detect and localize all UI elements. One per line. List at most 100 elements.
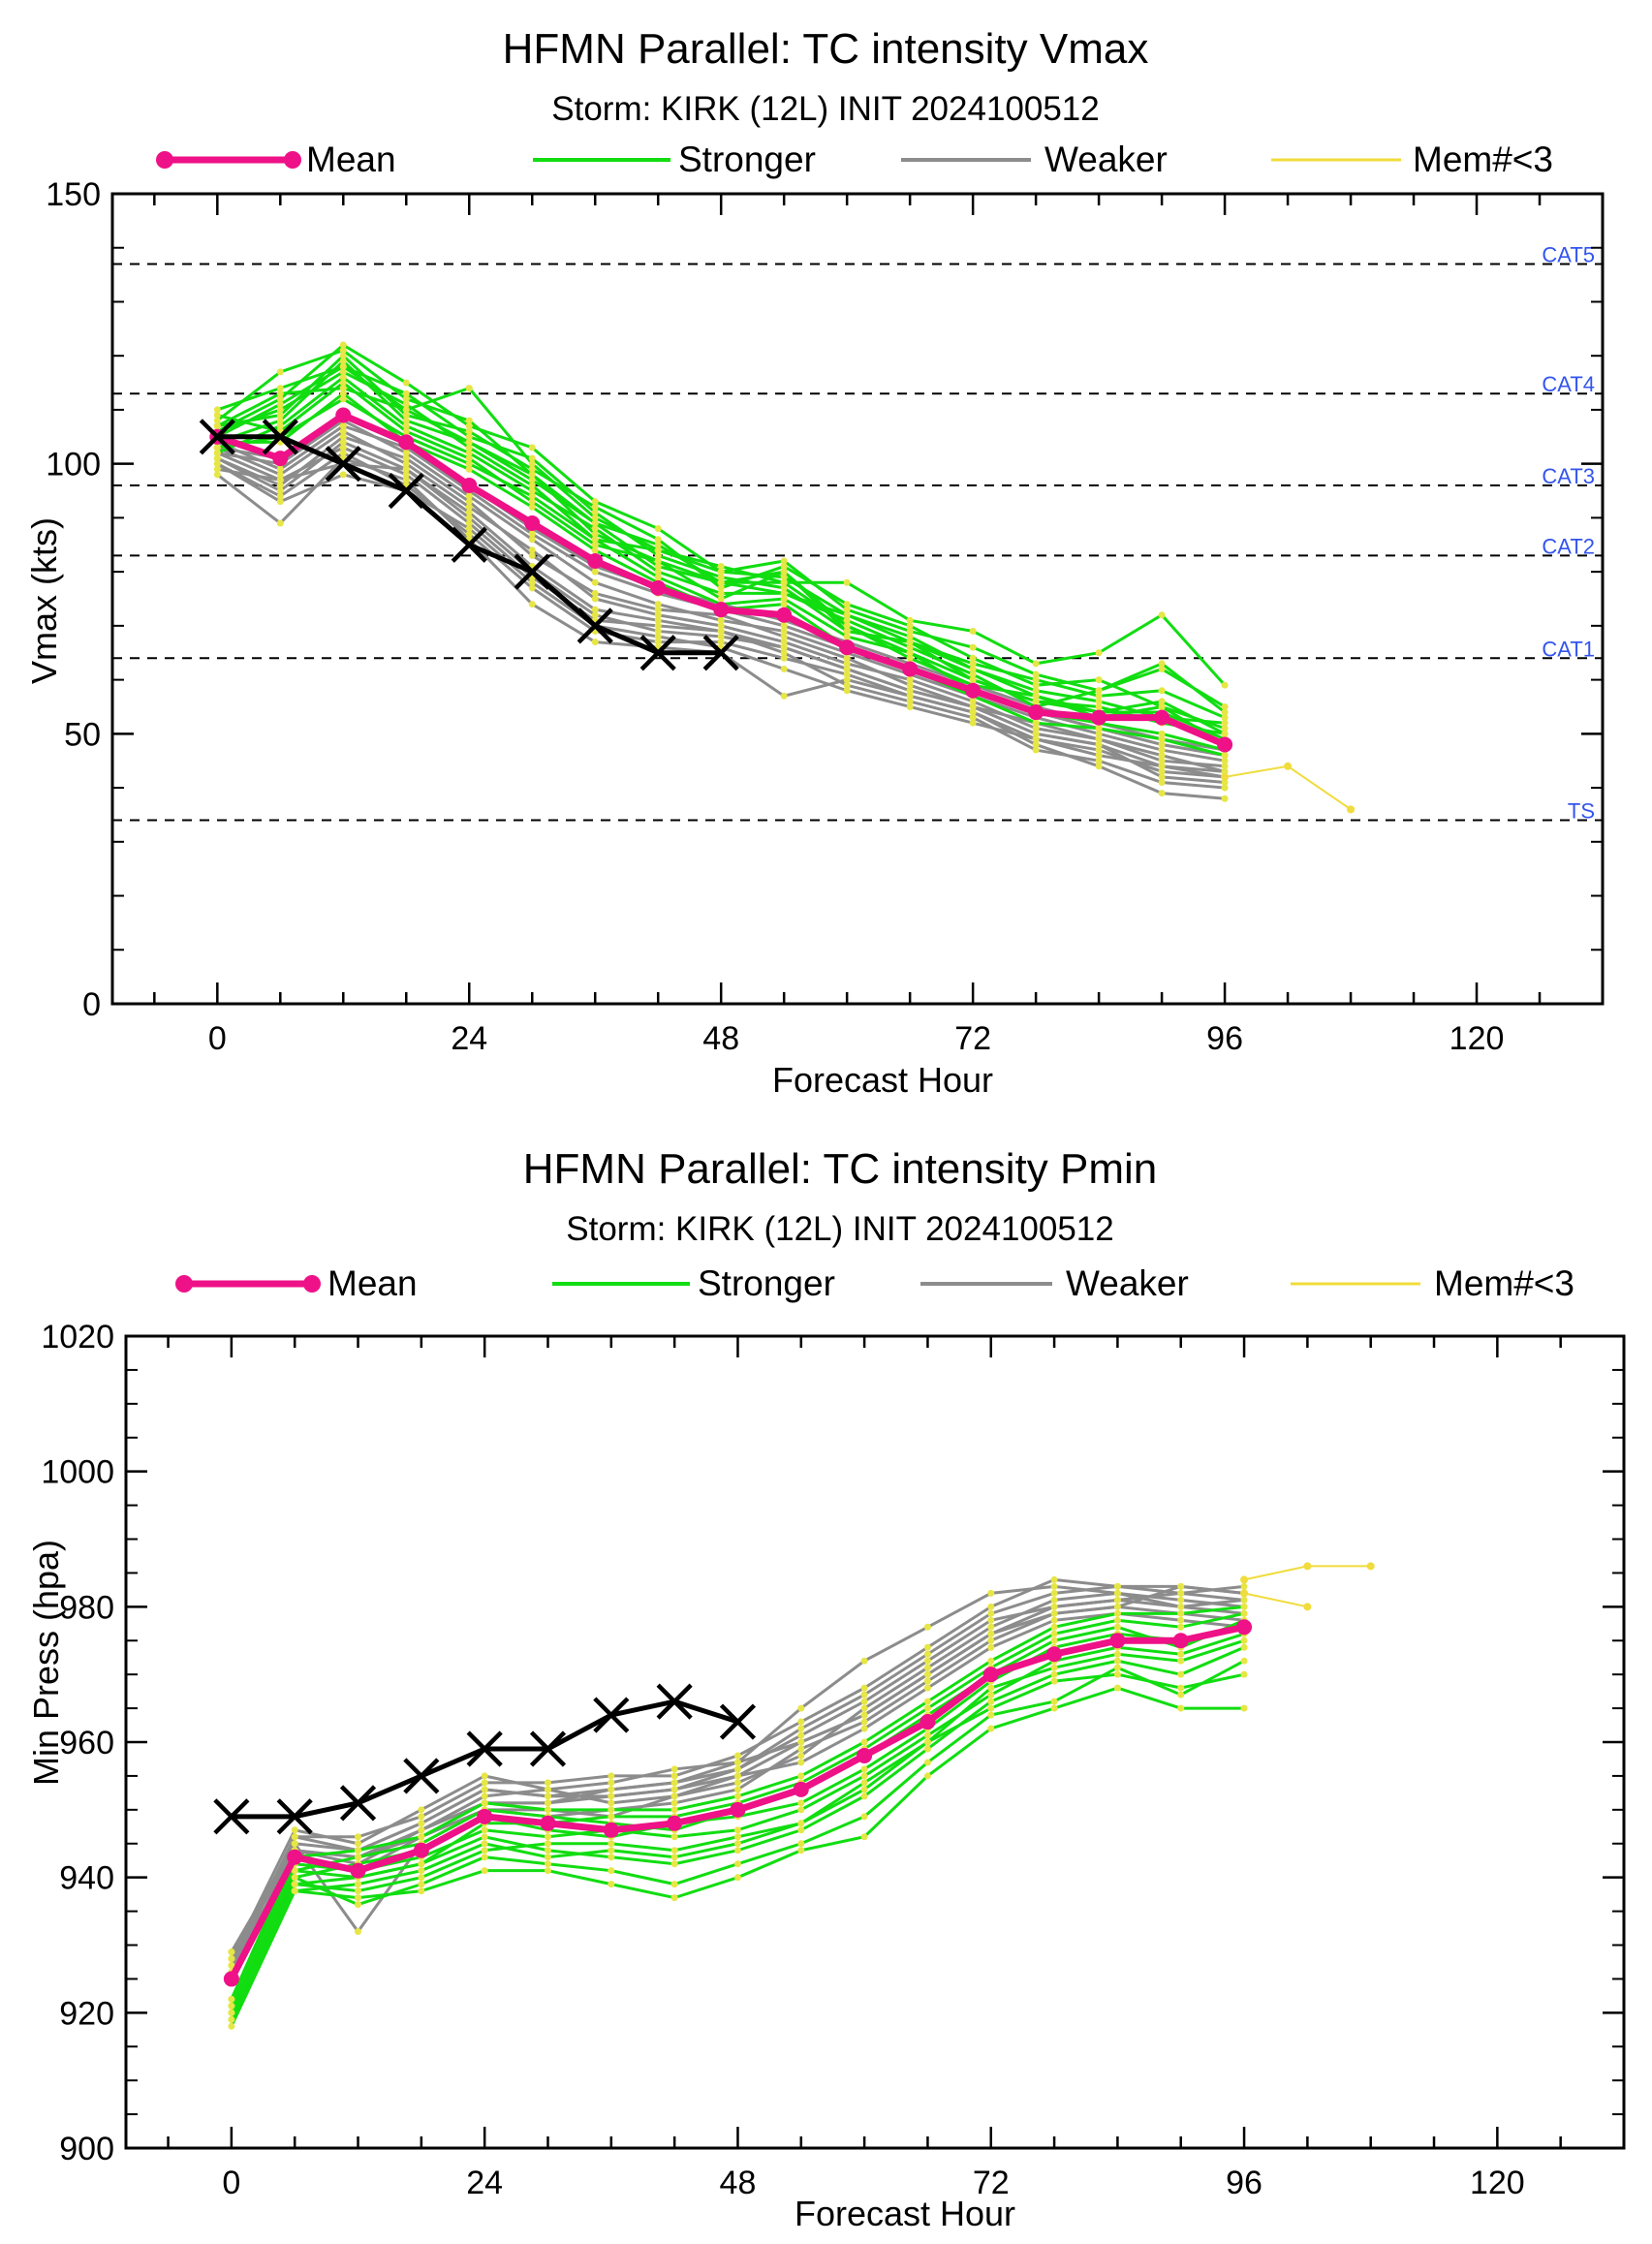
member-point — [843, 681, 851, 689]
member-point — [528, 460, 536, 468]
member-point — [733, 1779, 741, 1787]
stronger-member-line — [216, 348, 1226, 735]
legend-few-members-label: Mem#<3 — [1434, 1263, 1574, 1303]
member-point — [733, 1759, 741, 1766]
y-tick-label: 940 — [59, 1860, 114, 1897]
member-point — [591, 530, 599, 538]
member-point — [1240, 1603, 1248, 1610]
member-point — [654, 557, 662, 565]
member-point — [591, 639, 599, 646]
member-point — [1240, 1582, 1248, 1590]
member-point — [591, 589, 599, 597]
mean-point — [902, 661, 919, 677]
member-point — [1095, 698, 1103, 705]
member-point — [402, 390, 410, 397]
chart-title: HFMN Parallel: TC intensity Vmax — [503, 25, 1149, 73]
legend-weaker-label: Weaker — [1044, 140, 1168, 179]
member-point — [780, 665, 788, 672]
member-point — [987, 1636, 995, 1644]
member-point — [780, 643, 788, 651]
member-point — [923, 1664, 931, 1671]
observed-marker — [276, 1798, 313, 1835]
member-point — [591, 503, 599, 511]
x-tick-label: 120 — [1470, 2165, 1525, 2201]
mean-point — [920, 1714, 936, 1730]
member-point — [276, 368, 284, 376]
member-point — [1095, 687, 1103, 695]
member-point — [860, 1779, 868, 1787]
member-point — [733, 1826, 741, 1834]
member-point — [1050, 1575, 1058, 1583]
member-point — [670, 1881, 678, 1888]
member-point — [969, 676, 977, 684]
mean-point — [398, 434, 415, 451]
x-tick-label: 96 — [1206, 1020, 1243, 1057]
x-axis-label: Forecast Hour — [772, 1060, 993, 1100]
member-point — [355, 1881, 362, 1888]
member-point — [987, 1630, 995, 1637]
chart-legend: Mean Stronger Weaker Mem#<3 — [175, 1263, 1574, 1303]
member-point — [1240, 1643, 1248, 1651]
member-point — [860, 1698, 868, 1705]
member-point — [733, 1847, 741, 1854]
member-point — [923, 1684, 931, 1692]
member-point — [1032, 740, 1040, 748]
member-point — [1113, 1616, 1121, 1624]
member-point — [481, 1772, 488, 1780]
member-point — [987, 1603, 995, 1610]
member-point — [733, 1772, 741, 1780]
member-point — [860, 1833, 868, 1841]
member-point — [228, 2022, 235, 2030]
member-point — [1158, 740, 1166, 748]
member-point — [528, 454, 536, 462]
member-point — [276, 492, 284, 500]
member-point — [544, 1847, 551, 1854]
member-point — [843, 627, 851, 635]
member-point — [860, 1704, 868, 1712]
member-point — [418, 1881, 425, 1888]
member-point — [228, 2009, 235, 2016]
member-point — [465, 454, 473, 462]
member-point — [1050, 1664, 1058, 1671]
legend-mean-marker — [156, 151, 173, 169]
member-point — [402, 454, 410, 462]
member-point — [843, 606, 851, 613]
member-point — [1177, 1657, 1185, 1665]
member-point — [780, 595, 788, 603]
member-point — [608, 1840, 615, 1848]
member-point — [780, 622, 788, 630]
observed-marker — [529, 1730, 567, 1767]
member-point — [528, 498, 536, 506]
member-point — [654, 563, 662, 571]
member-point — [797, 1820, 805, 1827]
member-point — [969, 665, 977, 672]
member-point — [1158, 790, 1166, 797]
y-tick-label: 900 — [59, 2131, 114, 2167]
chart-legend: Mean Stronger Weaker Mem#<3 — [156, 140, 1553, 179]
member-point — [670, 1847, 678, 1854]
member-point — [355, 1847, 362, 1854]
member-point — [1050, 1636, 1058, 1644]
reference-line-label: CAT1 — [1542, 637, 1595, 661]
member-point — [608, 1806, 615, 1814]
member-point — [797, 1799, 805, 1807]
y-tick-label: 960 — [59, 1725, 114, 1761]
member-point — [528, 578, 536, 586]
member-point — [923, 1738, 931, 1746]
x-tick-label: 24 — [451, 1020, 487, 1057]
legend-mean-label: Mean — [327, 1263, 418, 1303]
member-point — [355, 1833, 362, 1841]
member-point — [528, 536, 536, 544]
member-point — [797, 1847, 805, 1854]
member-point — [1221, 757, 1229, 764]
member-point — [1221, 763, 1229, 770]
mean-point — [1028, 704, 1044, 721]
member-point — [418, 1887, 425, 1895]
member-point — [608, 1772, 615, 1780]
member-point — [1050, 1677, 1058, 1685]
member-point — [1177, 1603, 1185, 1610]
member-point — [528, 444, 536, 452]
member-point — [1221, 719, 1229, 727]
member-point — [1158, 730, 1166, 737]
member-point — [860, 1765, 868, 1773]
